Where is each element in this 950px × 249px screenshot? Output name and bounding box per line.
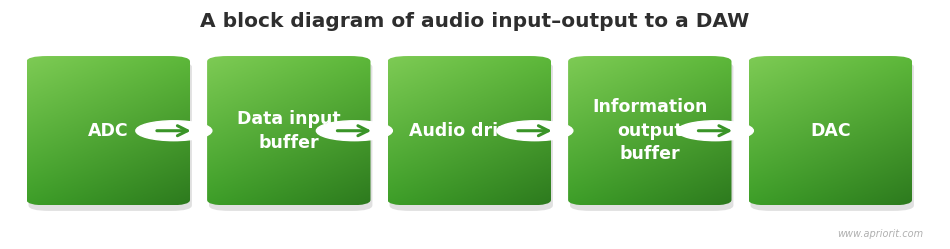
FancyBboxPatch shape [28, 62, 192, 211]
Text: Audio driver: Audio driver [408, 122, 530, 140]
Text: www.apriorit.com: www.apriorit.com [837, 229, 923, 239]
Circle shape [316, 121, 392, 141]
FancyBboxPatch shape [209, 62, 372, 211]
Circle shape [677, 121, 753, 141]
Text: Information
output
buffer: Information output buffer [592, 98, 708, 163]
Text: Data input
buffer: Data input buffer [237, 110, 341, 152]
Text: ADC: ADC [88, 122, 128, 140]
FancyBboxPatch shape [750, 62, 914, 211]
Text: A block diagram of audio input–output to a DAW: A block diagram of audio input–output to… [200, 12, 750, 31]
FancyBboxPatch shape [390, 62, 553, 211]
Circle shape [136, 121, 212, 141]
Circle shape [497, 121, 573, 141]
FancyBboxPatch shape [570, 62, 733, 211]
Text: DAC: DAC [810, 122, 850, 140]
